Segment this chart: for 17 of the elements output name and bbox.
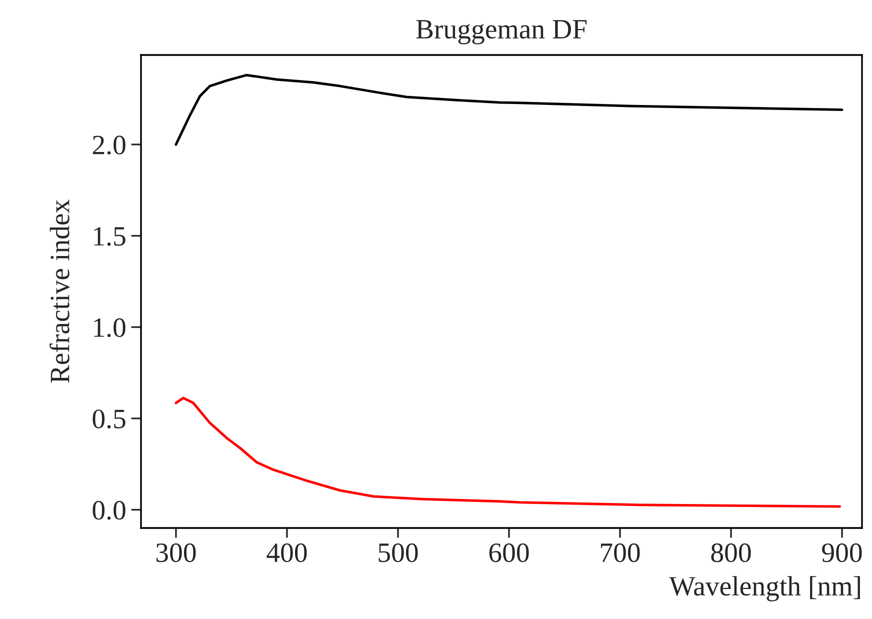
y-tick-label: 0.0 <box>92 500 126 520</box>
chart-title: Bruggeman DF <box>416 20 587 44</box>
x-tick-label: 800 <box>711 543 751 562</box>
x-tick-label: 500 <box>378 543 418 562</box>
y-tick-label: 1.5 <box>94 227 126 246</box>
x-tick-label: 300 <box>156 543 196 562</box>
y-tick-label: 0.5 <box>92 410 126 428</box>
x-axis-title: Wavelength [nm] <box>669 576 860 602</box>
line-series <box>174 396 842 508</box>
x-tick-label: 600 <box>489 543 529 562</box>
x-tick-label: 900 <box>822 543 862 562</box>
x-tick-label: 700 <box>601 543 640 562</box>
y-tick-label: 2.0 <box>92 136 126 155</box>
y-axis-title: Refractive index <box>50 200 70 383</box>
line-series <box>174 74 844 146</box>
x-tick-label: 400 <box>266 543 307 562</box>
y-tick-label: 1.0 <box>94 318 126 338</box>
